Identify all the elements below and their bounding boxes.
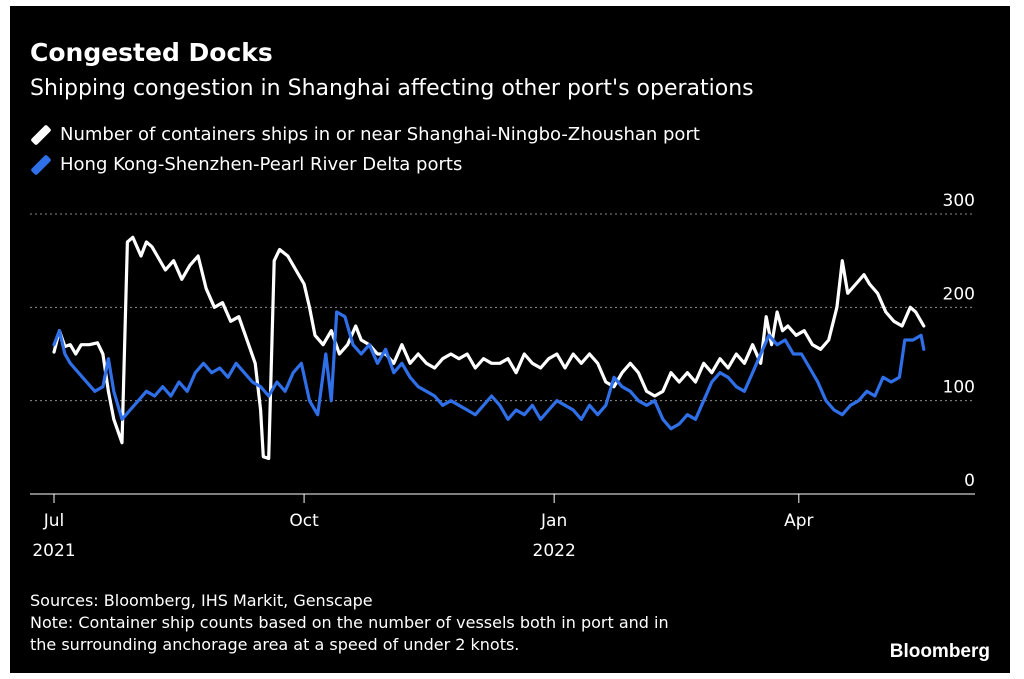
- y-tick-label-200: 200: [943, 284, 975, 304]
- note-line-1: Note: Container ship counts based on the…: [30, 613, 669, 632]
- x-tick-label-2: Jan: [540, 511, 567, 531]
- x-tick-year-2: 2022: [533, 541, 576, 561]
- chart-frame: Congested Docks Shipping congestion in S…: [10, 6, 1010, 673]
- line-chart: 0 100 200 300 Jul 2021 Oct Jan 2022 Apr: [30, 191, 975, 561]
- x-tick-label-0: Jul: [43, 511, 65, 531]
- y-tick-label-100: 100: [943, 378, 975, 398]
- chart-title: Congested Docks: [30, 38, 273, 67]
- legend-item-hongkong: Hong Kong-Shenzhen-Pearl River Delta por…: [30, 153, 463, 176]
- note-line-2: the surrounding anchorage area at a spee…: [30, 635, 520, 654]
- bloomberg-logo: Bloomberg: [889, 641, 990, 662]
- y-tick-label-0: 0: [964, 471, 975, 491]
- legend-label-shanghai: Number of containers ships in or near Sh…: [60, 124, 700, 145]
- x-tick-year-0: 2021: [32, 541, 75, 561]
- legend-label-hongkong: Hong Kong-Shenzhen-Pearl River Delta por…: [60, 154, 463, 175]
- chart-subtitle: Shipping congestion in Shanghai affectin…: [30, 76, 754, 101]
- sources-text: Sources: Bloomberg, IHS Markit, Genscape: [30, 591, 373, 610]
- series-line-hongkong: [52, 310, 926, 431]
- notes: Sources: Bloomberg, IHS Markit, Genscape…: [30, 590, 669, 656]
- x-tick-label-1: Oct: [289, 511, 319, 531]
- series-line-shanghai: [52, 235, 926, 461]
- x-tick-label-3: Apr: [784, 511, 813, 531]
- legend-item-shanghai: Number of containers ships in or near Sh…: [30, 123, 700, 146]
- y-tick-label-300: 300: [943, 191, 975, 211]
